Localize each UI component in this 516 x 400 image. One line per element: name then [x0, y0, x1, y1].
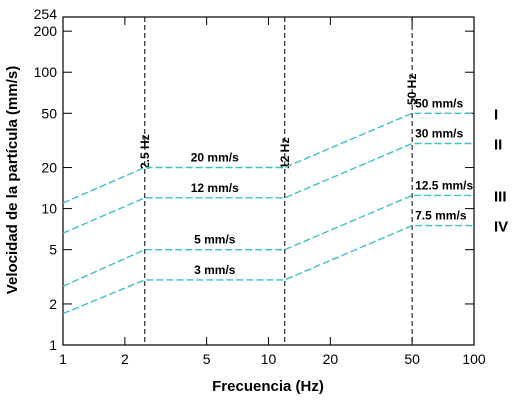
y-tick-label: 100: [34, 64, 58, 80]
y-tick-label: 50: [41, 105, 57, 121]
y-axis-title: Velocidad de la partícula (mm/s): [4, 66, 21, 294]
x-tick-label: 50: [404, 351, 420, 367]
series-name: II: [494, 137, 502, 154]
x-tick-label: 20: [323, 351, 339, 367]
series-label-right: 50 mm/s: [415, 96, 463, 110]
frequency-divider-label: 2.5 Hz: [138, 134, 152, 169]
x-tick-label: 5: [203, 351, 211, 367]
series-label-mid: 12 mm/s: [191, 181, 239, 195]
x-axis-title: Frecuencia (Hz): [212, 378, 324, 395]
frequency-divider-label: 12 Hz: [278, 138, 292, 169]
y-tick-label: 20: [41, 160, 57, 176]
series-label-right: 12.5 mm/s: [415, 178, 473, 192]
series-label-mid: 3 mm/s: [194, 263, 236, 277]
series-label-mid: 20 mm/s: [191, 151, 239, 165]
x-tick-label: 100: [462, 351, 486, 367]
y-tick-label: 200: [34, 23, 58, 39]
series-name: I: [494, 106, 498, 123]
x-tick-label: 2: [121, 351, 129, 367]
x-tick-label: 10: [261, 351, 277, 367]
y-tick-label: 2: [49, 296, 57, 312]
frequency-divider-label: 50 Hz: [405, 74, 419, 105]
y-tick-label: 5: [49, 242, 57, 258]
y-tick-label: 10: [41, 201, 57, 217]
y-tick-label: 254: [34, 6, 58, 22]
series-label-right: 7.5 mm/s: [415, 209, 467, 223]
y-tick-label: 1: [49, 337, 57, 353]
series-label-mid: 5 mm/s: [194, 233, 236, 247]
series-name: III: [494, 188, 507, 205]
series-label-right: 30 mm/s: [415, 127, 463, 141]
series-name: IV: [494, 219, 508, 236]
x-tick-label: 1: [59, 351, 67, 367]
